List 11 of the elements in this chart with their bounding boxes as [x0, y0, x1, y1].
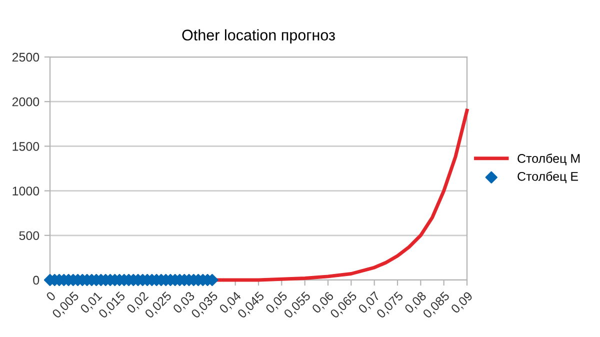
- legend-label: Столбец M: [518, 154, 580, 166]
- y-tick-label: 0: [33, 276, 40, 285]
- x-tick-label: 0: [46, 290, 56, 302]
- y-tick-label: 1500: [12, 142, 40, 151]
- y-tick-label: 2500: [12, 52, 40, 62]
- x-tick-label: 0,09: [450, 291, 474, 315]
- chart-title: Other location прогноз: [182, 29, 335, 44]
- y-tick-label: 2000: [12, 97, 40, 106]
- y-tick-label: 1000: [12, 186, 40, 196]
- y-tick-label: 500: [19, 231, 40, 240]
- legend-label: Столбец E: [518, 172, 578, 184]
